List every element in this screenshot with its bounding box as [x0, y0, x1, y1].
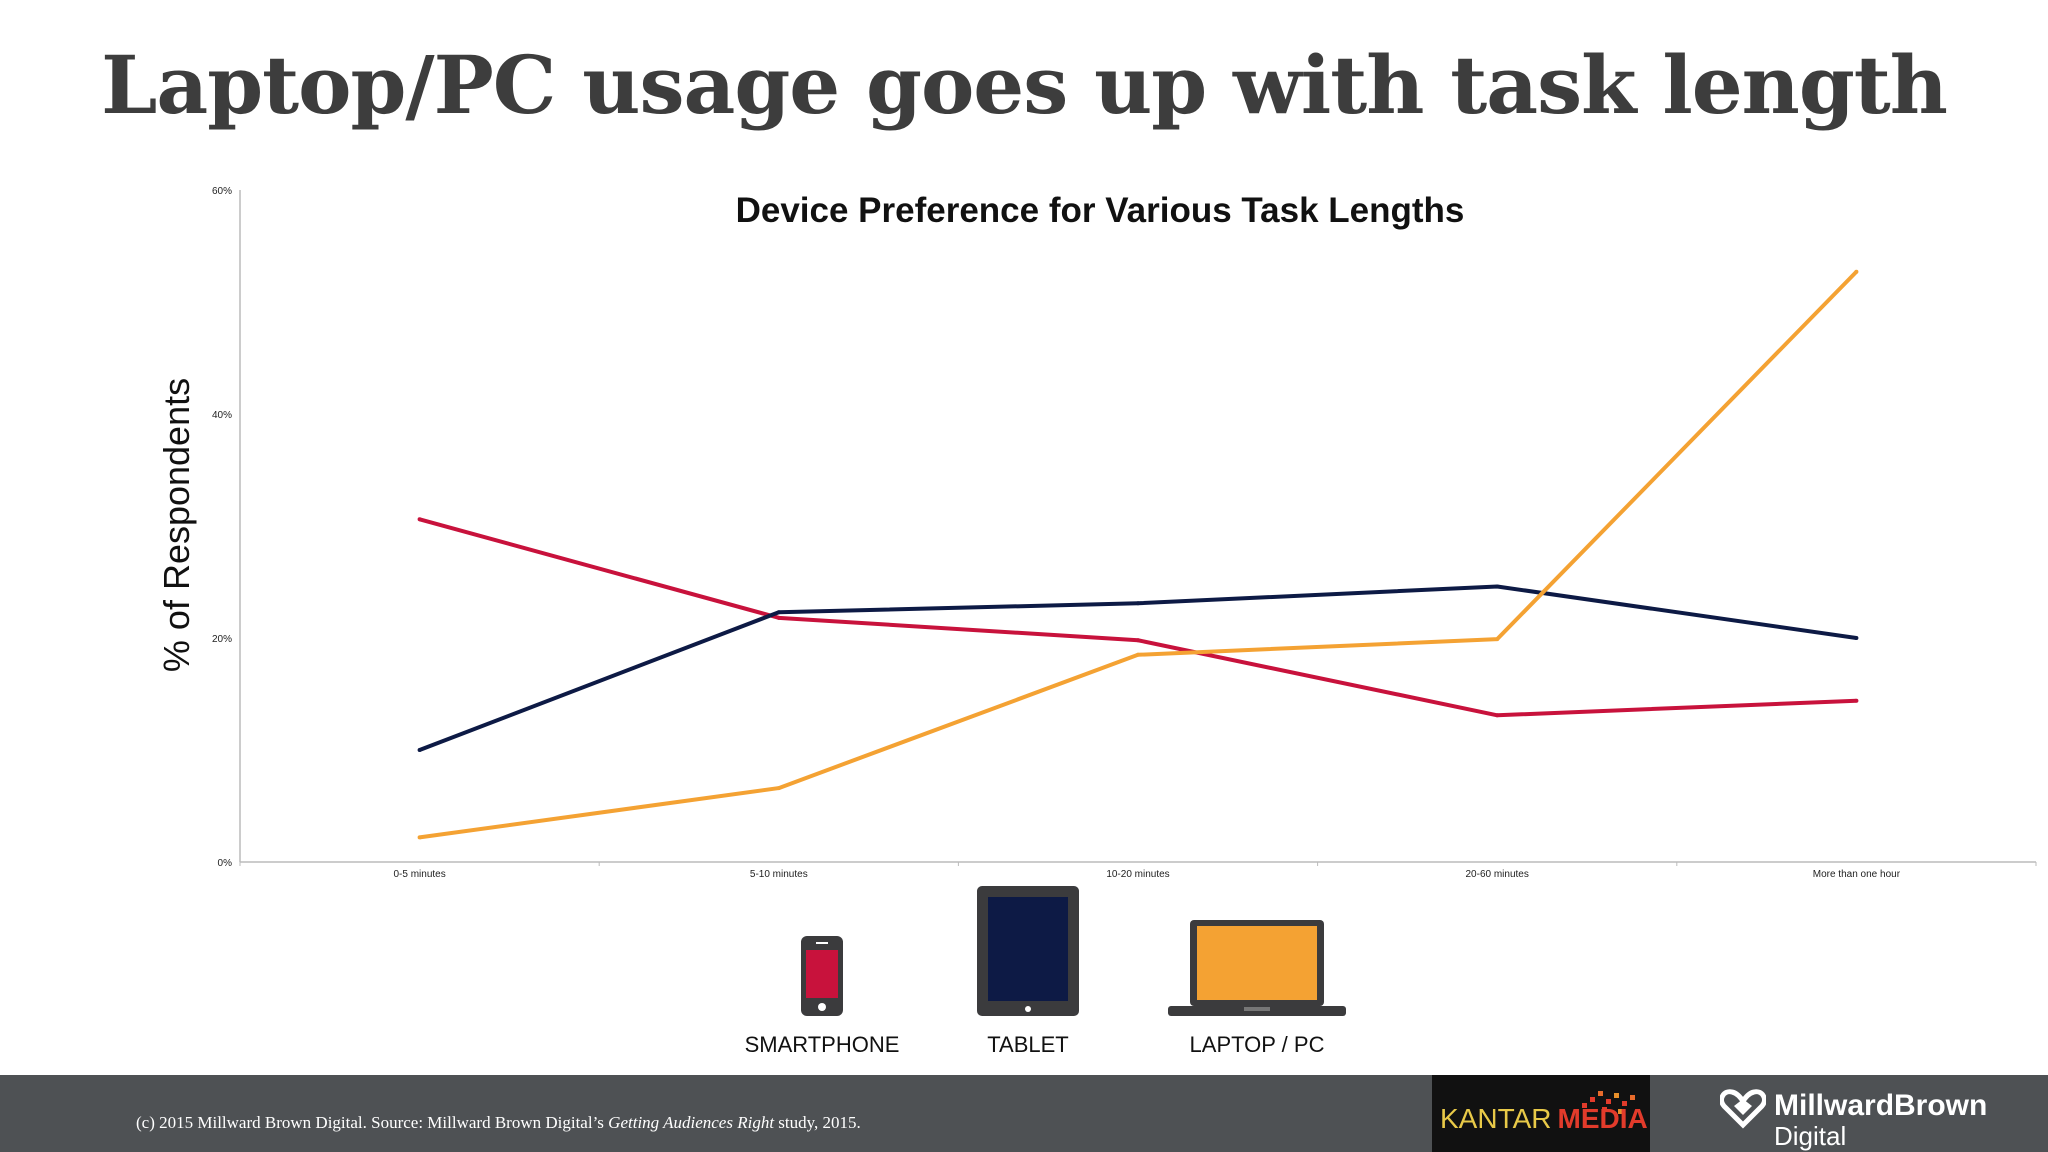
laptop-icon — [1168, 920, 1346, 1016]
y-tick-label: 20% — [212, 634, 232, 645]
x-tick-label: More than one hour — [1813, 869, 1901, 880]
copyright-text: (c) 2015 Millward Brown Digital. Source:… — [136, 1113, 861, 1133]
kantar-word: KANTAR — [1440, 1103, 1552, 1134]
data-point-laptop — [1136, 652, 1140, 657]
x-tick-label: 10-20 minutes — [1106, 869, 1169, 880]
x-tick-label: 20-60 minutes — [1466, 869, 1529, 880]
data-point-tablet — [1136, 601, 1140, 606]
kantar-pixel-pattern — [1582, 1091, 1635, 1114]
series-line-laptop — [419, 270, 1858, 840]
legend: SMARTPHONE TABLET LAPTOP / PC — [0, 880, 2048, 1060]
y-axis-label: % of Respondents — [156, 378, 197, 672]
series-line-tablet — [418, 584, 1857, 752]
copyright-prefix: (c) 2015 Millward Brown Digital. Source:… — [136, 1113, 609, 1132]
smartphone-icon — [801, 936, 843, 1016]
data-point-tablet — [776, 610, 781, 615]
study-name: Getting Audiences Right — [608, 1113, 775, 1132]
line-chart: Device Preference for Various Task Lengt… — [156, 186, 2037, 880]
data-point-smartphone — [1136, 638, 1140, 643]
mbd-line2: Digital — [1774, 1121, 1847, 1151]
heart-icon — [1720, 1089, 1766, 1129]
kantar-media-logo: KANTAR MEDIA — [1432, 1075, 1650, 1152]
chart-title: Device Preference for Various Task Lengt… — [736, 191, 1465, 230]
slide-title: Laptop/PC usage goes up with task length — [101, 38, 1948, 132]
footer: (c) 2015 Millward Brown Digital. Source:… — [0, 1075, 2048, 1152]
legend-label-tablet: TABLET — [987, 1032, 1069, 1057]
data-point-laptop — [417, 835, 422, 840]
data-point-tablet — [1854, 636, 1859, 640]
x-tick-label: 0-5 minutes — [393, 869, 445, 880]
media-word: MEDIA — [1557, 1103, 1648, 1134]
mbd-line1: MillwardBrown — [1774, 1089, 1988, 1122]
data-point-smartphone — [776, 615, 781, 620]
data-point-laptop — [776, 786, 781, 791]
copyright-suffix: study, 2015. — [774, 1113, 861, 1132]
data-point-smartphone — [1854, 698, 1859, 703]
legend-label-laptop: LAPTOP / PC — [1189, 1032, 1325, 1057]
y-tick-label: 0% — [218, 858, 233, 869]
data-point-tablet — [1495, 584, 1500, 589]
legend-label-smartphone: SMARTPHONE — [744, 1032, 900, 1057]
data-point-laptop — [1495, 637, 1500, 642]
y-tick-label: 40% — [212, 410, 232, 421]
series-line-smartphone — [419, 517, 1857, 718]
data-point-smartphone — [417, 517, 422, 522]
data-point-tablet — [417, 748, 422, 752]
data-point-laptop — [1854, 269, 1859, 274]
y-tick-label: 60% — [212, 186, 232, 197]
tablet-icon — [977, 886, 1079, 1016]
x-tick-label: 5-10 minutes — [750, 869, 808, 880]
data-point-smartphone — [1495, 713, 1500, 718]
